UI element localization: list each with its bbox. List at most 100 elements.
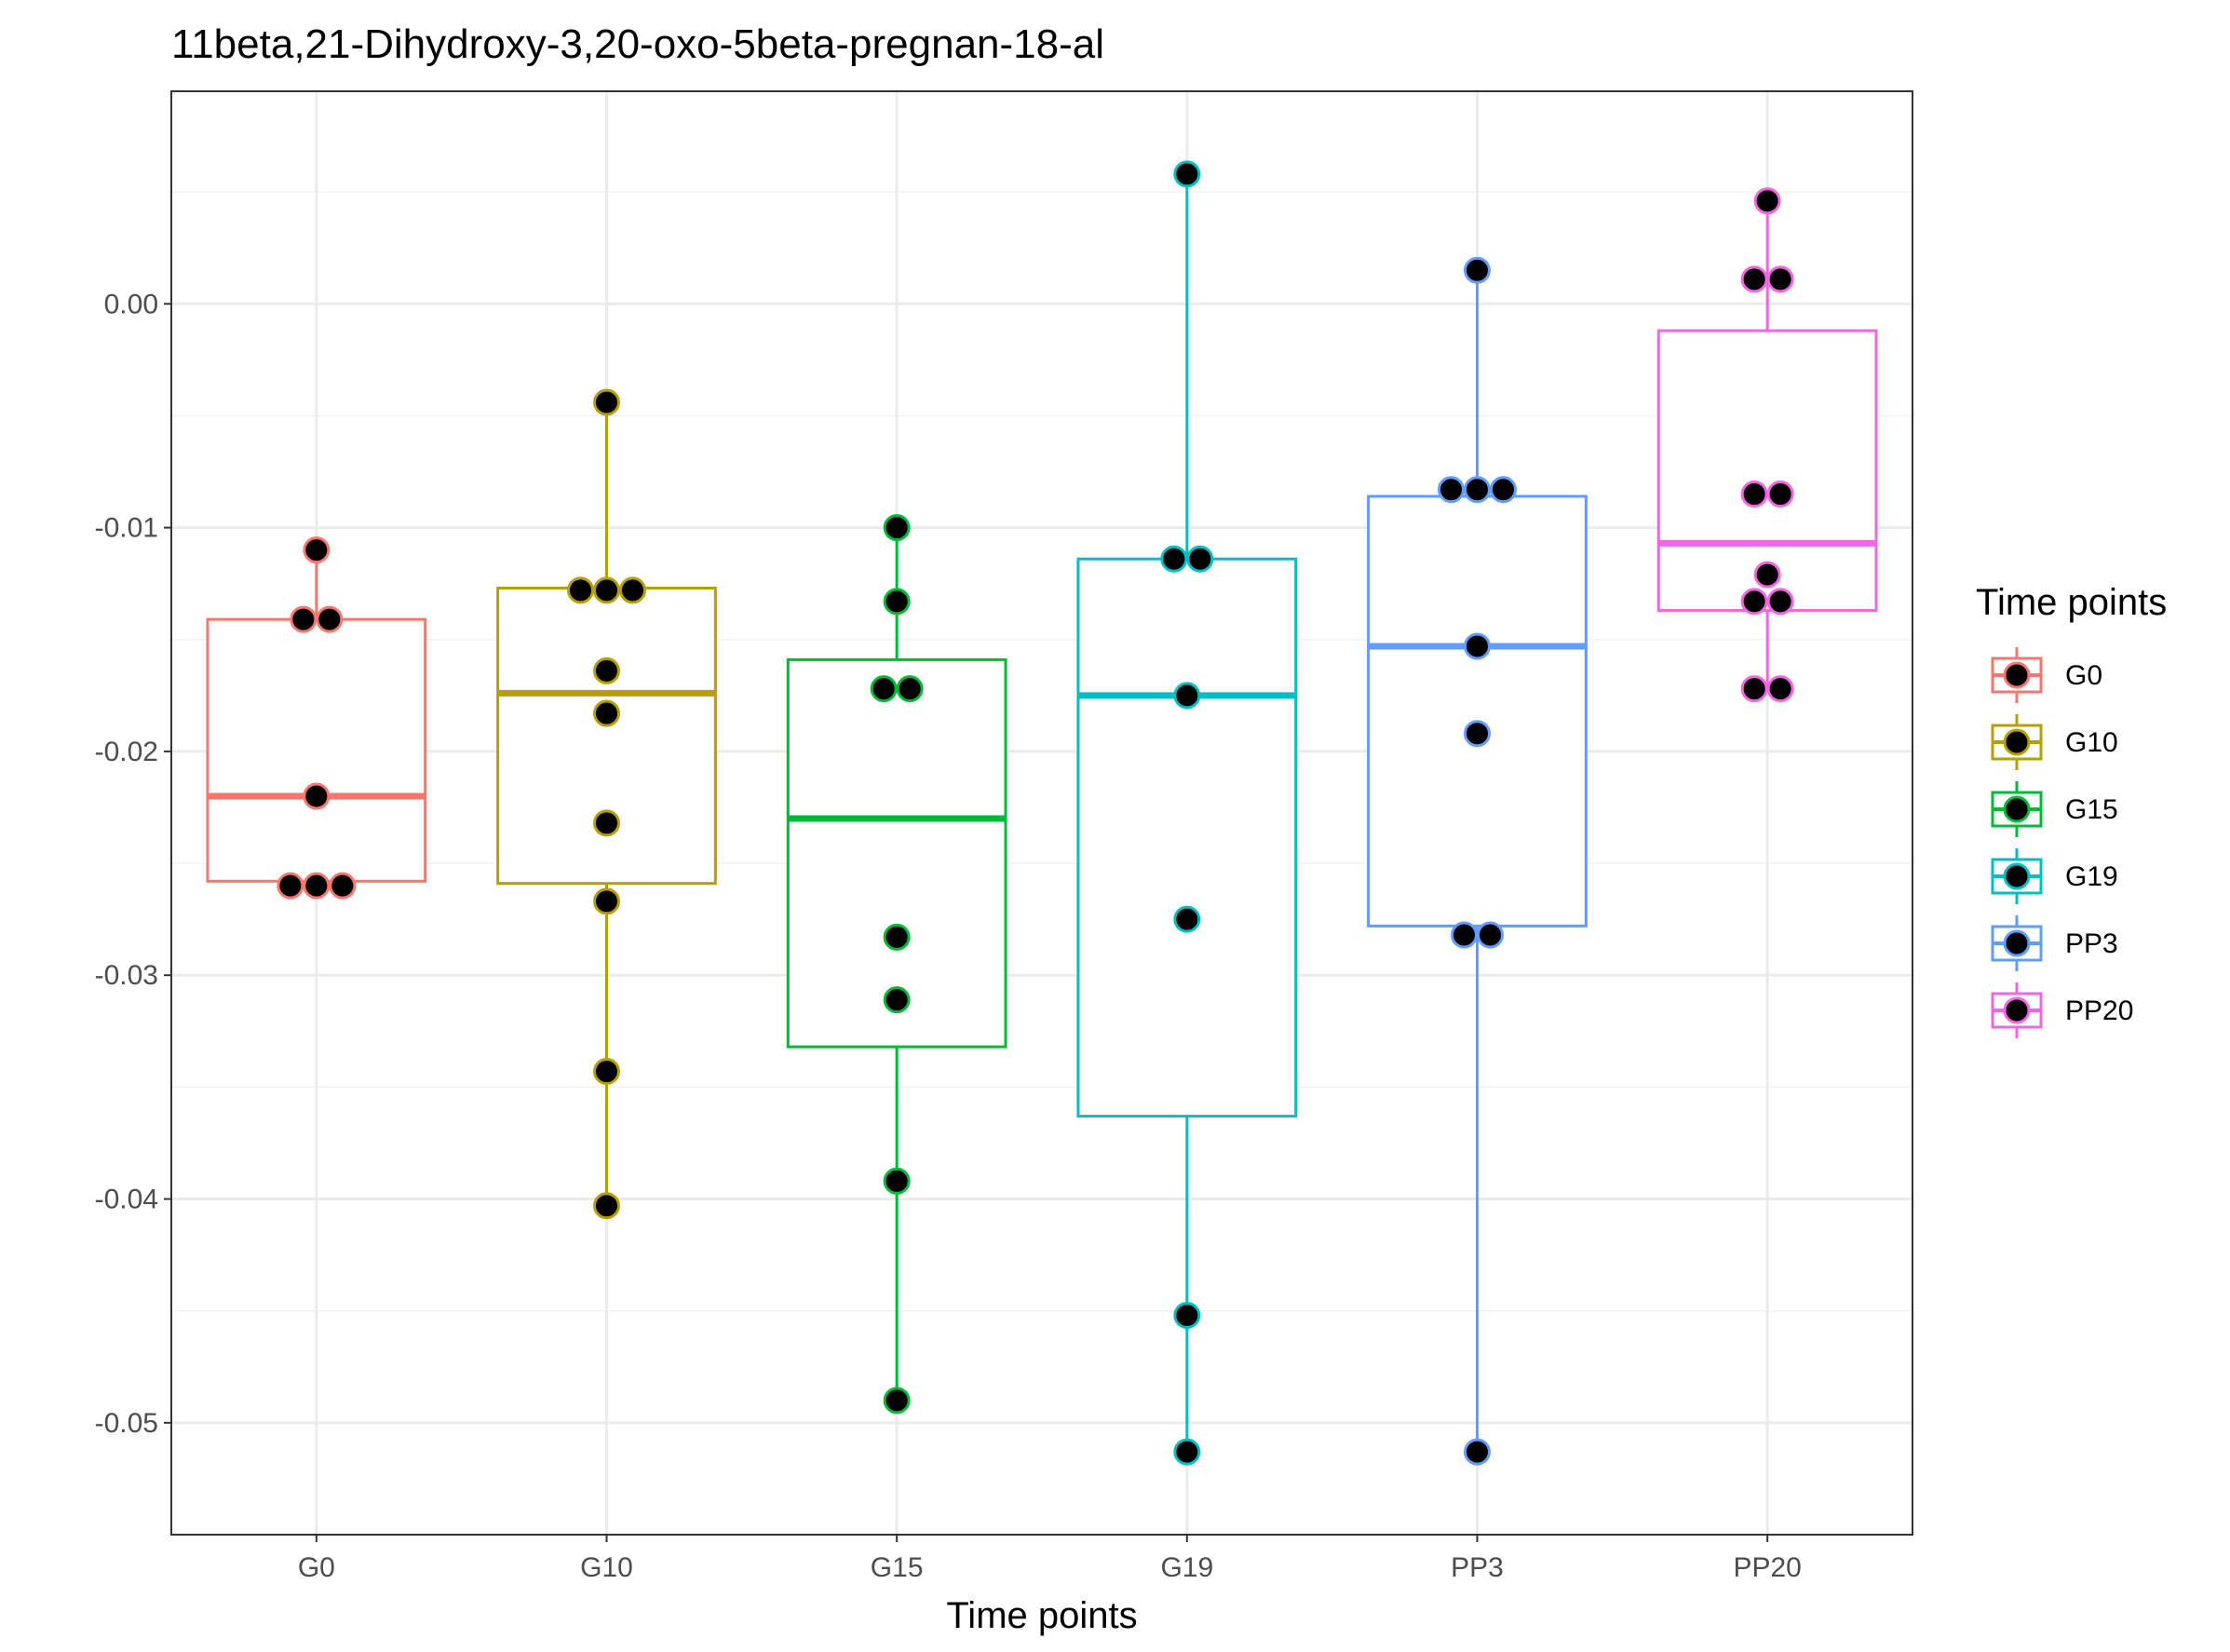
data-point <box>1438 476 1465 504</box>
data-point <box>1766 675 1794 703</box>
data-point <box>883 1167 911 1195</box>
legend-key-point <box>2003 996 2031 1024</box>
data-point <box>1766 265 1794 293</box>
legend-item-g0: G0 <box>1991 647 2102 703</box>
legend-label: PP3 <box>2065 928 2118 959</box>
data-point <box>1740 265 1768 293</box>
y-tick-label: -0.01 <box>95 513 158 544</box>
data-point <box>1451 921 1478 949</box>
box-iqr <box>1076 557 1298 1118</box>
legend-label: PP20 <box>2065 995 2133 1026</box>
data-point <box>1464 1438 1491 1466</box>
data-point <box>1740 675 1768 703</box>
data-point <box>1490 476 1517 504</box>
data-point <box>1740 588 1768 616</box>
data-point <box>303 782 331 810</box>
data-point <box>593 887 620 915</box>
data-point <box>1464 476 1491 504</box>
legend-item-pp20: PP20 <box>1991 982 2133 1038</box>
box-g19 <box>1076 173 1298 1453</box>
x-tick-label: G19 <box>1160 1552 1213 1583</box>
data-point <box>870 675 898 703</box>
legend-label: G15 <box>2065 794 2118 825</box>
box-iqr <box>1367 494 1588 928</box>
legend: Time points G0 G10 G15 G19 PP3 PP20 <box>1976 582 2167 1038</box>
data-point <box>567 576 594 604</box>
data-point <box>593 809 620 837</box>
data-point <box>316 605 344 633</box>
legend-key-point <box>2003 862 2031 890</box>
legend-key-point <box>2003 728 2031 756</box>
legend-item-pp3: PP3 <box>1991 915 2118 971</box>
box-pp3 <box>1367 270 1588 1453</box>
data-points <box>277 160 1794 1466</box>
box-g15 <box>786 527 1007 1401</box>
data-point <box>1753 187 1781 215</box>
data-point <box>1186 545 1214 573</box>
data-point <box>883 1387 911 1415</box>
y-tick-label: -0.04 <box>95 1185 158 1215</box>
data-point <box>619 576 646 604</box>
box-pp20 <box>1656 200 1878 689</box>
data-point <box>1160 545 1188 573</box>
data-point <box>1766 481 1794 508</box>
data-point <box>593 1192 620 1220</box>
data-point <box>883 986 911 1014</box>
box-iqr <box>496 586 717 886</box>
chart-title: 11beta,21-Dihydroxy-3,20-oxo-5beta-pregn… <box>171 21 1104 67</box>
y-tick-label: -0.05 <box>95 1408 158 1439</box>
legend-key-point <box>2003 661 2031 689</box>
x-tick-label: PP3 <box>1451 1552 1504 1583</box>
legend-key-point <box>2003 929 2031 957</box>
data-point <box>1464 632 1491 660</box>
legend-title: Time points <box>1976 582 2167 623</box>
legend-label: G10 <box>2065 727 2118 758</box>
box-iqr <box>206 617 427 883</box>
data-point <box>593 576 620 604</box>
data-point <box>896 675 924 703</box>
data-point <box>329 872 357 900</box>
data-point <box>1173 905 1201 933</box>
grid <box>171 91 1912 1535</box>
data-point <box>883 514 911 542</box>
y-tick-label: -0.02 <box>95 737 158 767</box>
y-tick-label: 0.00 <box>104 289 158 319</box>
data-point <box>883 923 911 951</box>
data-point <box>290 605 318 633</box>
data-point <box>1173 160 1201 188</box>
data-point <box>593 388 620 416</box>
y-tick-label: -0.03 <box>95 960 158 991</box>
x-tick-label: G15 <box>871 1552 924 1583</box>
data-point <box>303 536 331 564</box>
data-point <box>1173 1301 1201 1329</box>
legend-item-g10: G10 <box>1991 714 2118 770</box>
legend-label: G0 <box>2065 660 2102 691</box>
data-point <box>883 588 911 616</box>
data-point <box>593 1058 620 1086</box>
legend-label: G19 <box>2065 861 2118 892</box>
data-point <box>1753 561 1781 589</box>
x-axis: G0 G10 G15 G19 PP3 PP20 <box>298 1535 1802 1583</box>
data-point <box>1464 256 1491 284</box>
y-axis: 0.00 -0.01 -0.02 -0.03 -0.04 -0.05 <box>95 289 171 1439</box>
x-tick-label: G10 <box>580 1552 633 1583</box>
data-point <box>1766 588 1794 616</box>
box-g10 <box>496 402 717 1206</box>
legend-item-g15: G15 <box>1991 781 2118 837</box>
box-iqr <box>786 657 1007 1049</box>
plot-panel-border <box>170 90 1913 1536</box>
data-point <box>1477 921 1504 949</box>
data-point <box>593 657 620 684</box>
x-tick-label: PP20 <box>1733 1552 1801 1583</box>
boxes <box>206 173 1878 1453</box>
data-point <box>303 872 331 900</box>
data-point <box>1173 682 1201 710</box>
data-point <box>1740 481 1768 508</box>
x-axis-title: Time points <box>946 1595 1137 1636</box>
legend-item-g19: G19 <box>1991 848 2118 904</box>
legend-key-point <box>2003 795 2031 823</box>
data-point <box>277 872 304 900</box>
data-point <box>1173 1438 1201 1466</box>
data-point <box>593 699 620 727</box>
